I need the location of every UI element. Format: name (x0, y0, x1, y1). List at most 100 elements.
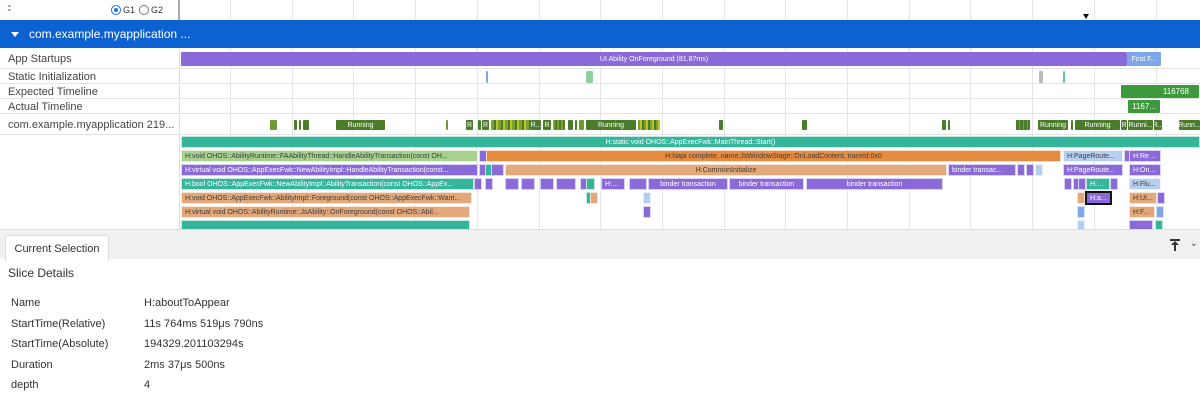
state-slice[interactable] (270, 120, 277, 130)
actual-frame-slice[interactable]: 1167... (1128, 100, 1160, 113)
slice-binder-transaction[interactable]: binder transaction (729, 178, 804, 190)
state-slice[interactable] (294, 120, 297, 130)
ui-ability-onforeground-slice[interactable]: UI Ability OnForeground (81.87ms) (181, 52, 1127, 66)
slice-ability-transaction[interactable]: H:bool OHOS::AppExecFwk::NewAbilityImpl:… (181, 178, 474, 190)
slice-common-initialize[interactable]: H:CommonInitialize (505, 164, 947, 176)
slice-js-ability-onforeground[interactable]: H:virtual void OHOS::AbilityRuntime::JsA… (181, 206, 470, 218)
slice[interactable] (1078, 178, 1086, 190)
r-trunc-slice[interactable]: R... (1154, 120, 1162, 130)
r-trunc-slice[interactable]: R... (531, 120, 541, 130)
static-init-slice[interactable] (486, 71, 488, 83)
state-slice-cluster[interactable] (638, 120, 660, 130)
slice[interactable] (1157, 192, 1165, 204)
slice[interactable] (540, 178, 554, 190)
first-frame-slice[interactable]: First F... (1127, 52, 1161, 66)
running-trunc-slice[interactable]: Runni... (1128, 120, 1153, 130)
slice-new-ability-handle-transaction[interactable]: H:virtual void OHOS::AppExecFwk::NewAbil… (181, 164, 478, 176)
slice[interactable] (643, 192, 651, 204)
state-slice[interactable] (579, 120, 584, 130)
row-static-initialization: Static Initialization (0, 70, 1200, 84)
chevron-down-icon[interactable]: ⌄ (1189, 238, 1198, 249)
slice-receive[interactable]: H:Rece... (1129, 150, 1161, 162)
slice[interactable] (1110, 178, 1118, 190)
slice[interactable] (643, 206, 651, 218)
detail-key: StartTime(Absolute) (11, 338, 109, 351)
lane: UI Ability OnForeground (81.87ms) First … (181, 49, 1200, 68)
slice[interactable] (1077, 220, 1085, 229)
slice[interactable] (521, 178, 535, 190)
slice[interactable] (491, 164, 504, 176)
slice[interactable] (181, 220, 470, 229)
runn-trunc-slice[interactable]: Runn... (1179, 120, 1200, 130)
static-init-slice[interactable] (1063, 71, 1065, 83)
state-slice-cluster[interactable] (1016, 120, 1030, 130)
slice[interactable] (586, 178, 595, 190)
slice-flush[interactable]: H:Flu... (1129, 178, 1161, 190)
slice[interactable] (590, 192, 598, 204)
running-slice[interactable]: Running (1075, 120, 1120, 130)
state-slice[interactable] (478, 120, 481, 130)
state-slice[interactable] (446, 120, 448, 130)
time-marker-flag-icon[interactable] (1083, 14, 1089, 19)
slice[interactable] (1017, 164, 1025, 176)
expected-frame-slice[interactable]: 116768 (1121, 85, 1199, 98)
state-slice[interactable] (942, 120, 946, 130)
slice-binder-transaction[interactable]: binder transaction (806, 178, 943, 190)
slice-napi-complete[interactable]: H:Napi complete, name:JsWindowStage::OnL… (486, 150, 1061, 162)
slice-f[interactable]: H:F... (1129, 206, 1155, 218)
r-slice[interactable]: R (543, 120, 551, 130)
state-slice[interactable] (1071, 120, 1073, 130)
tab-current-selection[interactable]: Current Selection (5, 235, 109, 261)
slice-page-route-2[interactable]: H:PageRoute... (1063, 164, 1123, 176)
chevron-down-icon[interactable]: ⌄ (6, 0, 13, 9)
chevron-up-icon[interactable]: ⌃ (6, 8, 13, 17)
slice[interactable] (629, 178, 647, 190)
state-slice-cluster[interactable] (491, 120, 531, 130)
slice-on[interactable]: H:On... (1129, 164, 1161, 176)
state-slice[interactable] (303, 120, 309, 130)
radio-g2[interactable] (139, 5, 150, 15)
slice[interactable] (505, 178, 519, 190)
slice[interactable] (1129, 220, 1153, 229)
static-init-slice[interactable] (586, 71, 593, 83)
state-slice[interactable] (719, 120, 723, 130)
slice[interactable] (1077, 192, 1085, 204)
radio-g1[interactable] (111, 5, 121, 15)
state-slice-cluster[interactable] (553, 120, 565, 130)
slice-page-route[interactable]: H:PageRoute... (1063, 150, 1123, 162)
slice-mainthread-start[interactable]: H:static void OHOS::AppExecFwk::MainThre… (181, 136, 1200, 148)
process-header[interactable]: com.example.myapplication ... (0, 20, 1200, 48)
r-slice[interactable]: R (482, 120, 489, 130)
slice[interactable] (1026, 164, 1034, 176)
slice[interactable] (485, 178, 493, 190)
state-slice[interactable] (802, 120, 807, 130)
r-slice[interactable]: R (1121, 120, 1127, 130)
running-slice[interactable]: Running (336, 120, 385, 130)
state-slice[interactable] (948, 120, 950, 130)
slice-binder-transaction[interactable]: binder transaction (648, 178, 728, 190)
lane: 1167... (181, 100, 1200, 113)
slice[interactable] (1077, 206, 1085, 218)
slice-ui[interactable]: H:UI... (1129, 192, 1157, 204)
r-slice[interactable]: R (466, 120, 473, 130)
slice[interactable] (556, 178, 576, 190)
state-slice[interactable] (568, 120, 573, 130)
slice-binder-transaction[interactable]: binder transac... (948, 164, 1016, 176)
slice[interactable] (1155, 220, 1163, 229)
slice-o[interactable]: H:O... (601, 178, 625, 190)
slice-c[interactable]: H:C... (1086, 178, 1110, 190)
slice-about-to-appear-selected[interactable]: H:a... (1085, 191, 1112, 205)
pin-to-top-icon[interactable] (1170, 239, 1180, 251)
slice[interactable] (474, 178, 482, 190)
slice[interactable] (1064, 178, 1072, 190)
slice[interactable] (1156, 206, 1164, 218)
running-slice[interactable]: Running (1038, 120, 1068, 130)
slice[interactable] (1035, 164, 1043, 176)
static-init-slice[interactable] (1039, 71, 1043, 83)
state-slice[interactable] (575, 120, 577, 130)
state-slice[interactable] (299, 120, 301, 130)
slice-handle-ability-transaction[interactable]: H:void OHOS::AbilityRuntime::FAAbilityTh… (181, 150, 478, 162)
expand-triangle-icon[interactable] (11, 31, 19, 37)
slice-ability-impl-foreground[interactable]: H:void OHOS::AppExecFwk::AbilityImpl::Fo… (181, 192, 472, 204)
running-slice[interactable]: Running (586, 120, 636, 130)
